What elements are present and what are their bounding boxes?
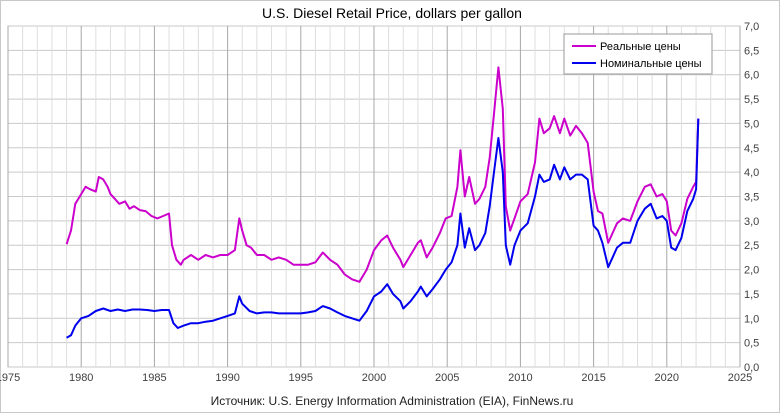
x-tick-label: 1980 — [69, 372, 93, 384]
x-tick-label: 1995 — [289, 372, 313, 384]
x-tick-label: 2005 — [435, 372, 459, 384]
y-tick-label: 7,0 — [744, 21, 759, 33]
y-tick-label: 3,5 — [744, 192, 759, 204]
y-tick-label: 5,0 — [744, 118, 759, 130]
x-tick-label: 2025 — [728, 372, 752, 384]
x-tick-label: 2010 — [508, 372, 532, 384]
y-tick-label: 4,0 — [744, 167, 759, 179]
x-tick-label: 1990 — [215, 372, 239, 384]
legend-box — [563, 33, 713, 75]
y-tick-label: 4,5 — [744, 143, 759, 155]
legend-label-real: Реальные цены — [600, 41, 681, 53]
source-note: Источник: U.S. Energy Information Admini… — [211, 394, 574, 408]
x-tick-label: 2000 — [362, 372, 386, 384]
y-tick-label: 1,0 — [744, 313, 759, 325]
y-tick-label: 0,5 — [744, 338, 759, 350]
y-tick-label: 2,0 — [744, 265, 759, 277]
x-tick-label: 1985 — [142, 372, 166, 384]
legend: Реальные цены Номинальные цены — [563, 33, 713, 75]
y-axis-ticks: 0,0 0,5 1,0 1,5 2,0 2,5 3,0 3,5 4,0 4,5 5,0 5,5 6,0 6… — [744, 21, 759, 374]
y-tick-label: 1,5 — [744, 289, 759, 301]
chart-title: U.S. Diesel Retail Price, dollars per ga… — [262, 5, 522, 21]
y-tick-label: 3,0 — [744, 216, 759, 228]
x-tick-label: 2015 — [581, 372, 605, 384]
y-tick-label: 6,5 — [744, 45, 759, 57]
x-tick-label: 2020 — [655, 372, 679, 384]
series-line-0 — [65, 66, 700, 283]
y-tick-label: 2,5 — [744, 240, 759, 252]
y-tick-label: 5,5 — [744, 94, 759, 106]
series-lines — [65, 66, 700, 339]
x-axis-ticks: 1975 1980 1985 1990 1995 2000 2005 2010 2015 2020… — [0, 372, 752, 384]
legend-label-nominal: Номинальные цены — [600, 58, 702, 70]
y-tick-label: 6,0 — [744, 70, 759, 82]
x-tick-label: 1975 — [0, 372, 20, 384]
y-tick-label: 0,0 — [744, 362, 759, 374]
series-line-1 — [66, 118, 700, 339]
